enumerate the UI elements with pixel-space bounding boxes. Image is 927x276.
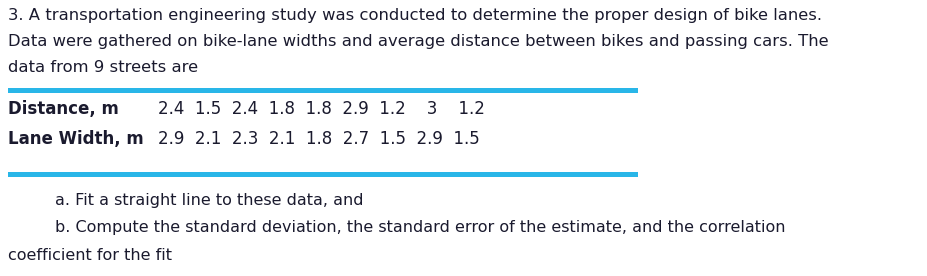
Text: 2.4  1.5  2.4  1.8  1.8  2.9  1.2    3    1.2: 2.4 1.5 2.4 1.8 1.8 2.9 1.2 3 1.2 [158,100,484,118]
Text: 2.9  2.1  2.3  2.1  1.8  2.7  1.5  2.9  1.5: 2.9 2.1 2.3 2.1 1.8 2.7 1.5 2.9 1.5 [158,130,479,148]
Text: Data were gathered on bike-lane widths and average distance between bikes and pa: Data were gathered on bike-lane widths a… [8,34,828,49]
Text: b. Compute the standard deviation, the standard error of the estimate, and the c: b. Compute the standard deviation, the s… [55,220,784,235]
Text: 3. A transportation engineering study was conducted to determine the proper desi: 3. A transportation engineering study wa… [8,8,821,23]
Bar [8,172,638,177]
Text: Lane Width, m: Lane Width, m [8,130,144,148]
Bar [8,88,638,93]
Text: Distance, m: Distance, m [8,100,119,118]
Text: coefficient for the fit: coefficient for the fit [8,248,171,263]
Text: data from 9 streets are: data from 9 streets are [8,60,197,75]
Text: a. Fit a straight line to these data, and: a. Fit a straight line to these data, an… [55,193,363,208]
